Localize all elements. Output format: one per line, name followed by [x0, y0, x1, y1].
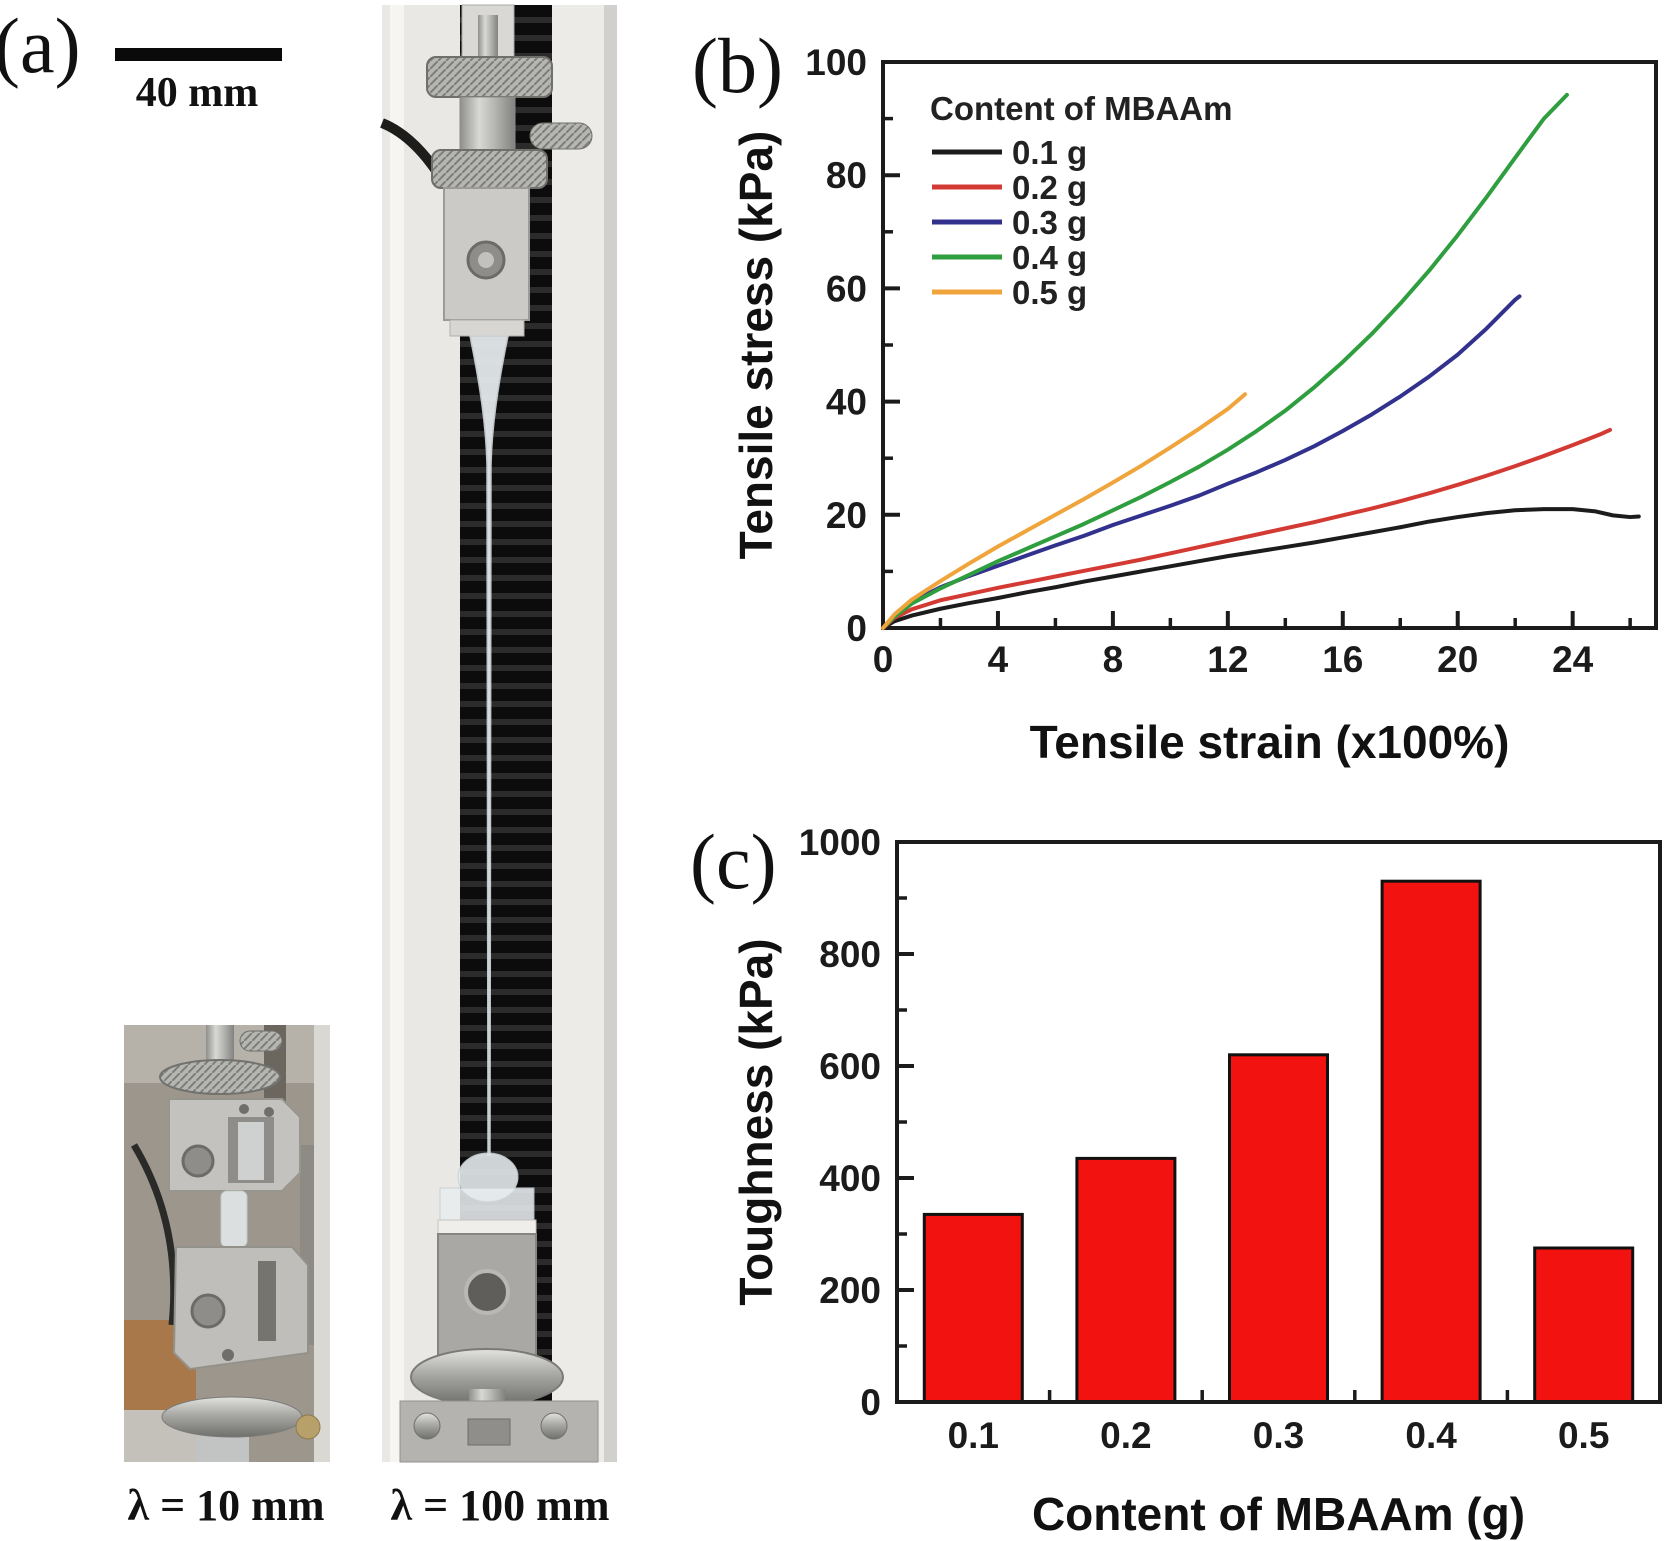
y-tick-label: 1000 [799, 822, 881, 863]
x-tick-label: 0 [873, 639, 894, 680]
caption-lambda-100mm: λ = 100 mm [391, 1481, 610, 1530]
y-tick-label: 400 [819, 1158, 881, 1199]
bar-0.3 [1228, 1053, 1329, 1404]
x-axis-title: Tensile strain (x100%) [1030, 716, 1510, 768]
y-tick-label: 20 [826, 495, 867, 536]
knurled-disc [159, 1059, 281, 1095]
knurled-knob [239, 1030, 283, 1052]
upper-stem [478, 15, 498, 63]
legend-title: Content of MBAAm [930, 90, 1232, 127]
pillar-highlight [390, 5, 404, 1462]
legend-item-label: 0.5 g [1012, 274, 1087, 311]
x-category-label: 0.3 [1253, 1415, 1304, 1456]
plot-border [895, 840, 1662, 1404]
base-bolt-left [413, 1412, 441, 1440]
base-hex-nut [467, 1418, 511, 1446]
x-category-label: 0.4 [1405, 1415, 1457, 1456]
y-tick-label: 80 [826, 155, 867, 196]
panel-a: (a) 40 mm [0, 2, 617, 1530]
grip-cylinder [459, 96, 516, 153]
plot-border [881, 60, 1658, 630]
clamp-screw-center [478, 252, 494, 268]
panel-b-line-chart: (b) 0 20 40 60 80 100 0 4 8 12 16 20 24 Content of MB… [692, 22, 1658, 768]
y-tick-label: 0 [846, 608, 867, 649]
x-tick-label: 20 [1437, 639, 1478, 680]
y-tick-label: 800 [819, 934, 881, 975]
photo-stretched-sample [379, 4, 617, 1463]
y-axis-title: Toughness (kPa) [730, 938, 782, 1305]
y-tick-label: 0 [860, 1382, 881, 1423]
gel-clamped-block [439, 1187, 535, 1221]
series-line-0.1g [881, 507, 1641, 630]
bar-0.4 [1380, 879, 1482, 1404]
gel-in-slot [238, 1122, 264, 1180]
y-tick-label: 100 [805, 42, 867, 83]
gel-sample [220, 1190, 248, 1248]
cable [130, 1143, 178, 1326]
upper-knurled-disc [426, 56, 553, 98]
panel-b-letter: (b) [692, 22, 783, 109]
clamp-jaw [449, 319, 525, 337]
series-line-0.5g [881, 392, 1248, 630]
y-tick-label: 60 [826, 268, 867, 309]
x-tick-label: 16 [1322, 639, 1363, 680]
side-knurled-knob [529, 122, 593, 150]
y-tick-label: 600 [819, 1046, 881, 1087]
series-line-0.4g [881, 92, 1569, 630]
lower-clamp-screw [464, 1269, 510, 1315]
bar-0.1 [922, 1212, 1024, 1404]
clamp-hole [222, 1349, 234, 1361]
x-tick-label: 12 [1207, 639, 1248, 680]
lower-clamp-screw [190, 1293, 226, 1329]
x-category-label: 0.1 [948, 1415, 999, 1456]
y-tick-label: 200 [819, 1270, 881, 1311]
scale-bar-label: 40 mm [136, 70, 258, 116]
base-bolt-right [540, 1412, 568, 1440]
lower-knurled-disc [431, 149, 548, 189]
x-tick-label: 8 [1103, 639, 1124, 680]
right-pillar-edge [314, 1025, 330, 1462]
x-category-label: 0.2 [1100, 1415, 1151, 1456]
serrated-strip [258, 1261, 276, 1341]
x-tick-label: 24 [1552, 639, 1594, 680]
clamp-hole [264, 1107, 274, 1117]
x-category-label: 0.5 [1558, 1415, 1609, 1456]
upper-clamp-screw [181, 1144, 215, 1178]
panel-c-letter: (c) [690, 818, 777, 905]
y-axis-title: Tensile stress (kPa) [730, 131, 782, 560]
x-axis-title: Content of MBAAm (g) [1032, 1488, 1525, 1540]
photo-unstretched-sample [124, 1025, 330, 1462]
bar-0.5 [1533, 1246, 1635, 1404]
legend-item-label: 0.3 g [1012, 204, 1087, 241]
bar-0.2 [1075, 1156, 1177, 1404]
panel-c-bar-chart: (c) 0 200 400 600 800 1000 0.1 0.2 0.3 0.4 0.5 Cont… [690, 818, 1662, 1540]
brass-fitting [295, 1414, 321, 1440]
legend-item-label: 0.2 g [1012, 169, 1087, 206]
series-line-0.2g [881, 427, 1613, 630]
series-line-0.3g [881, 294, 1522, 630]
panel-a-letter: (a) [0, 2, 81, 89]
lower-clamp-strip [437, 1219, 537, 1235]
scale-bar [115, 48, 282, 61]
x-tick-label: 4 [988, 639, 1009, 680]
legend-item-label: 0.1 g [1012, 134, 1087, 171]
pillar-shadow [604, 5, 617, 1462]
legend-item-label: 0.4 g [1012, 239, 1087, 276]
lower-disc [161, 1396, 303, 1438]
clamp-hole [239, 1104, 249, 1114]
caption-lambda-10mm: λ = 10 mm [128, 1481, 325, 1530]
y-tick-label: 40 [826, 382, 867, 423]
